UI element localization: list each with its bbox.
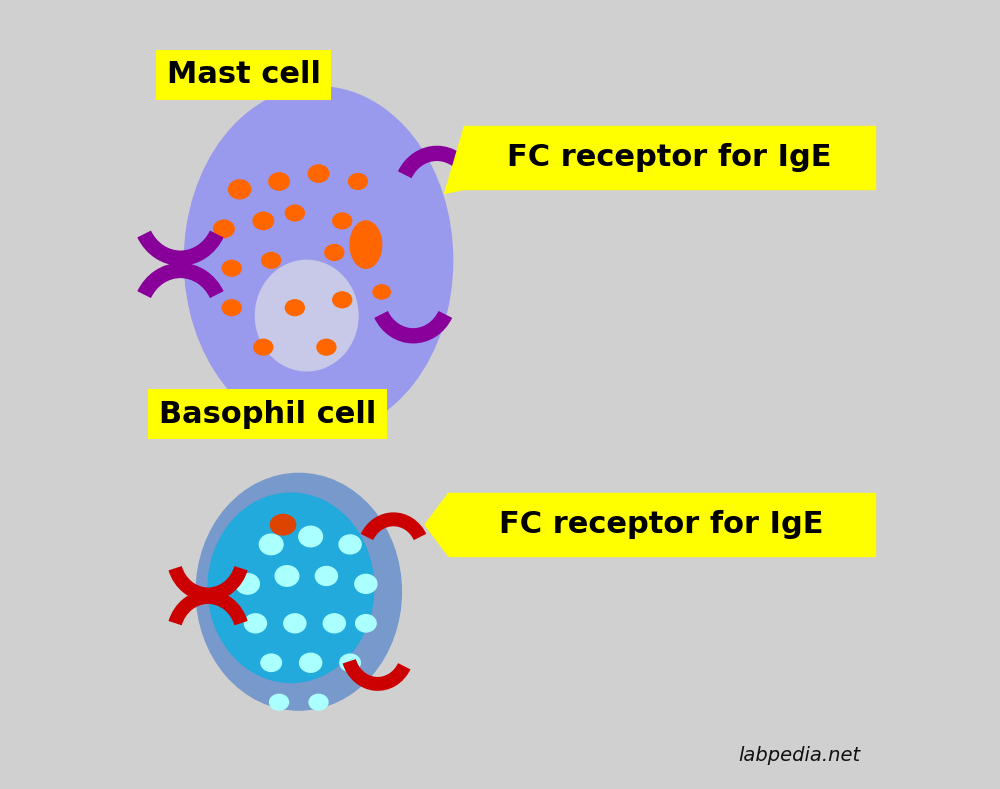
Ellipse shape bbox=[196, 473, 401, 710]
Text: Mast cell: Mast cell bbox=[167, 61, 321, 89]
Text: Basophil cell: Basophil cell bbox=[159, 400, 376, 428]
Ellipse shape bbox=[339, 535, 361, 554]
Ellipse shape bbox=[222, 300, 241, 316]
Ellipse shape bbox=[255, 260, 358, 371]
Ellipse shape bbox=[275, 566, 299, 586]
Ellipse shape bbox=[317, 339, 336, 355]
Ellipse shape bbox=[333, 292, 352, 308]
Ellipse shape bbox=[299, 526, 322, 547]
Ellipse shape bbox=[253, 212, 274, 230]
Ellipse shape bbox=[325, 245, 344, 260]
Ellipse shape bbox=[261, 654, 281, 671]
FancyBboxPatch shape bbox=[449, 493, 875, 556]
Ellipse shape bbox=[262, 252, 281, 268]
Ellipse shape bbox=[300, 653, 322, 672]
Ellipse shape bbox=[208, 493, 374, 682]
Text: labpedia.net: labpedia.net bbox=[739, 746, 861, 765]
Text: FC receptor for IgE: FC receptor for IgE bbox=[507, 144, 832, 172]
Ellipse shape bbox=[308, 165, 329, 182]
Ellipse shape bbox=[285, 205, 304, 221]
Ellipse shape bbox=[373, 285, 390, 299]
Ellipse shape bbox=[214, 220, 234, 237]
Polygon shape bbox=[445, 126, 464, 193]
Text: FC receptor for IgE: FC receptor for IgE bbox=[499, 510, 824, 539]
Ellipse shape bbox=[222, 260, 241, 276]
Ellipse shape bbox=[269, 173, 289, 190]
Ellipse shape bbox=[236, 574, 259, 594]
Ellipse shape bbox=[323, 614, 345, 633]
Ellipse shape bbox=[285, 300, 304, 316]
Ellipse shape bbox=[270, 694, 289, 710]
Ellipse shape bbox=[333, 213, 352, 229]
Ellipse shape bbox=[254, 339, 273, 355]
Ellipse shape bbox=[270, 514, 296, 535]
Ellipse shape bbox=[349, 174, 367, 189]
Ellipse shape bbox=[244, 614, 266, 633]
Ellipse shape bbox=[309, 694, 328, 710]
Ellipse shape bbox=[259, 534, 283, 555]
Ellipse shape bbox=[184, 87, 453, 434]
Ellipse shape bbox=[340, 654, 360, 671]
FancyBboxPatch shape bbox=[464, 126, 875, 189]
Ellipse shape bbox=[229, 180, 251, 199]
Ellipse shape bbox=[315, 567, 337, 585]
Ellipse shape bbox=[284, 614, 306, 633]
Ellipse shape bbox=[350, 221, 382, 268]
Ellipse shape bbox=[356, 615, 376, 632]
Polygon shape bbox=[425, 493, 449, 556]
Ellipse shape bbox=[355, 574, 377, 593]
